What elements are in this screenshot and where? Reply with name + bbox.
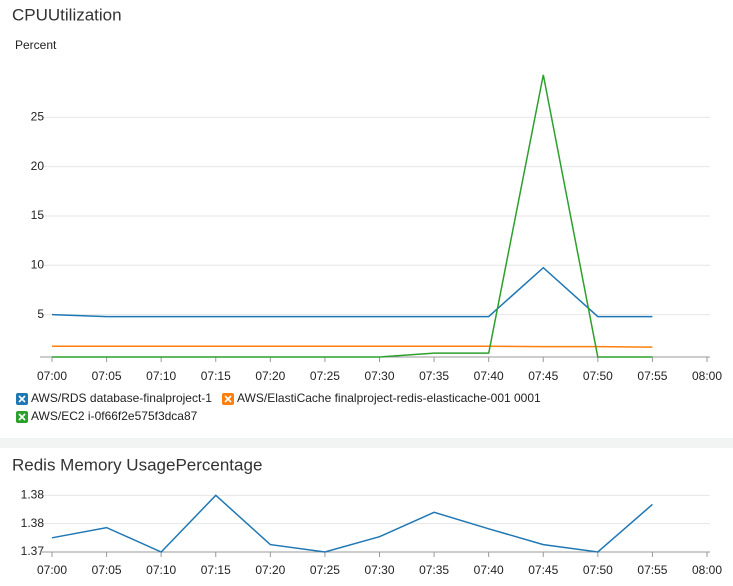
- legend-label: AWS/RDS database-finalproject-1: [31, 391, 212, 405]
- x-tick-label: 08:00: [692, 563, 722, 577]
- x-tick-label: 08:00: [692, 369, 722, 383]
- x-tick-label: 07:15: [201, 369, 231, 383]
- series-line: [52, 74, 653, 358]
- x-tick-label: 07:20: [255, 563, 285, 577]
- x-tick-label: 07:45: [528, 563, 558, 577]
- x-tick-label: 07:15: [201, 563, 231, 577]
- x-tick-label: 07:25: [310, 369, 340, 383]
- x-tick-label: 07:25: [310, 563, 340, 577]
- legend-label: AWS/ElastiCache finalproject-redis-elast…: [237, 391, 541, 405]
- x-tick-label: 07:35: [419, 563, 449, 577]
- x-tick-label: 07:40: [474, 369, 504, 383]
- x-tick-label: 07:35: [419, 369, 449, 383]
- series-line: [52, 345, 653, 348]
- legend-icon-x: [18, 413, 26, 421]
- x-tick-label: 07:20: [255, 369, 285, 383]
- x-tick-label: 07:00: [37, 369, 67, 383]
- x-tick-label: 07:55: [637, 369, 667, 383]
- x-tick-label: 07:10: [146, 563, 176, 577]
- panel-separator: [0, 438, 733, 448]
- chart-title: Redis Memory UsagePercentage: [12, 455, 262, 474]
- chart-title: CPUUtilization: [12, 5, 122, 24]
- y-tick-label: 15: [31, 208, 45, 222]
- legend-icon-x: [18, 395, 26, 403]
- x-tick-label: 07:45: [528, 369, 558, 383]
- y-tick-label: 1.38: [21, 516, 45, 530]
- y-tick-label: 10: [31, 257, 45, 271]
- y-tick-label: 25: [31, 109, 45, 123]
- y-axis-label: Percent: [15, 38, 57, 52]
- series-line: [51, 266, 653, 318]
- x-tick-label: 07:30: [364, 563, 394, 577]
- x-tick-label: 07:30: [364, 369, 394, 383]
- x-tick-label: 07:40: [474, 563, 504, 577]
- x-tick-label: 07:55: [637, 563, 667, 577]
- y-tick-label: 20: [31, 159, 45, 173]
- x-tick-label: 07:05: [92, 563, 122, 577]
- y-tick-label: 1.38: [21, 488, 45, 502]
- x-tick-label: 07:50: [583, 369, 613, 383]
- legend-icon-x: [224, 395, 232, 403]
- x-tick-label: 07:00: [37, 563, 67, 577]
- y-tick-label: 1.37: [21, 544, 45, 558]
- x-tick-label: 07:05: [92, 369, 122, 383]
- series-line: [51, 494, 653, 553]
- x-tick-label: 07:50: [583, 563, 613, 577]
- legend-label: AWS/EC2 i-0f66f2e575f3dca87: [31, 409, 198, 423]
- x-tick-label: 07:10: [146, 369, 176, 383]
- y-tick-label: 5: [37, 307, 44, 321]
